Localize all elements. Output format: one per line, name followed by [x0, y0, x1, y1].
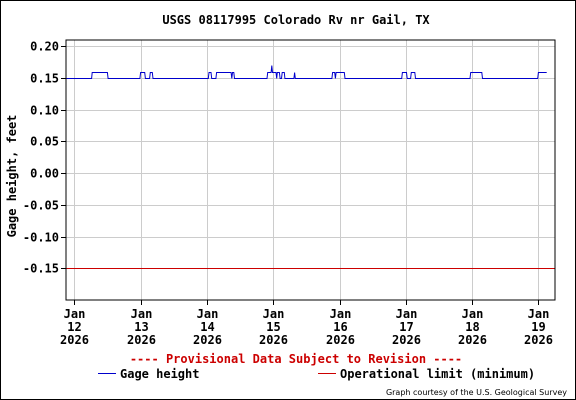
y-tick-label: 0.15	[30, 72, 59, 86]
plot-series	[66, 65, 555, 269]
x-tick-label: Jan 16 2026	[326, 307, 355, 347]
x-tick-label: Jan 14 2026	[193, 307, 222, 347]
y-tick-label: -0.05	[23, 199, 59, 213]
y-axis-ticks: 0.20 0.15 0.10 0.05 0.00 -0.05 -0.10 -0.15	[23, 40, 66, 276]
y-tick-label: 0.10	[30, 104, 59, 118]
y-tick-label: -0.10	[23, 231, 59, 245]
x-tick-label: Jan 18 2026	[458, 307, 487, 347]
x-tick-label: Jan 17 2026	[392, 307, 421, 347]
x-tick-label: Jan 15 2026	[259, 307, 288, 347]
y-tick-label: 0.00	[30, 167, 59, 181]
legend-label: Gage height	[120, 367, 199, 381]
y-tick-label: 0.20	[30, 40, 59, 54]
y-axis-label: Gage height, feet	[5, 115, 19, 238]
x-tick-label: Jan 19 2026	[524, 307, 553, 347]
y-tick-label: 0.05	[30, 135, 59, 149]
x-tick-label: Jan 13 2026	[127, 307, 156, 347]
plot-area-border	[65, 39, 556, 301]
courtesy-note: Graph courtesy of the U.S. Geological Su…	[386, 388, 567, 397]
x-axis-ticks: Jan 12 2026 Jan 13 2026 Jan 14 2026 Jan 15 2026 Jan 1…	[60, 300, 553, 347]
chart-title: USGS 08117995 Colorado Rv nr Gail, TX	[162, 13, 430, 27]
gage-height-series-line	[66, 65, 547, 79]
y-tick-label: -0.15	[23, 262, 59, 276]
provisional-notice: ---- Provisional Data Subject to Revisio…	[130, 352, 462, 366]
chart-legend: Gage height Operational limit (minimum)	[98, 367, 535, 381]
legend-label: Operational limit (minimum)	[340, 367, 535, 381]
grid-lines	[66, 40, 555, 300]
x-tick-label: Jan 12 2026	[60, 307, 89, 347]
